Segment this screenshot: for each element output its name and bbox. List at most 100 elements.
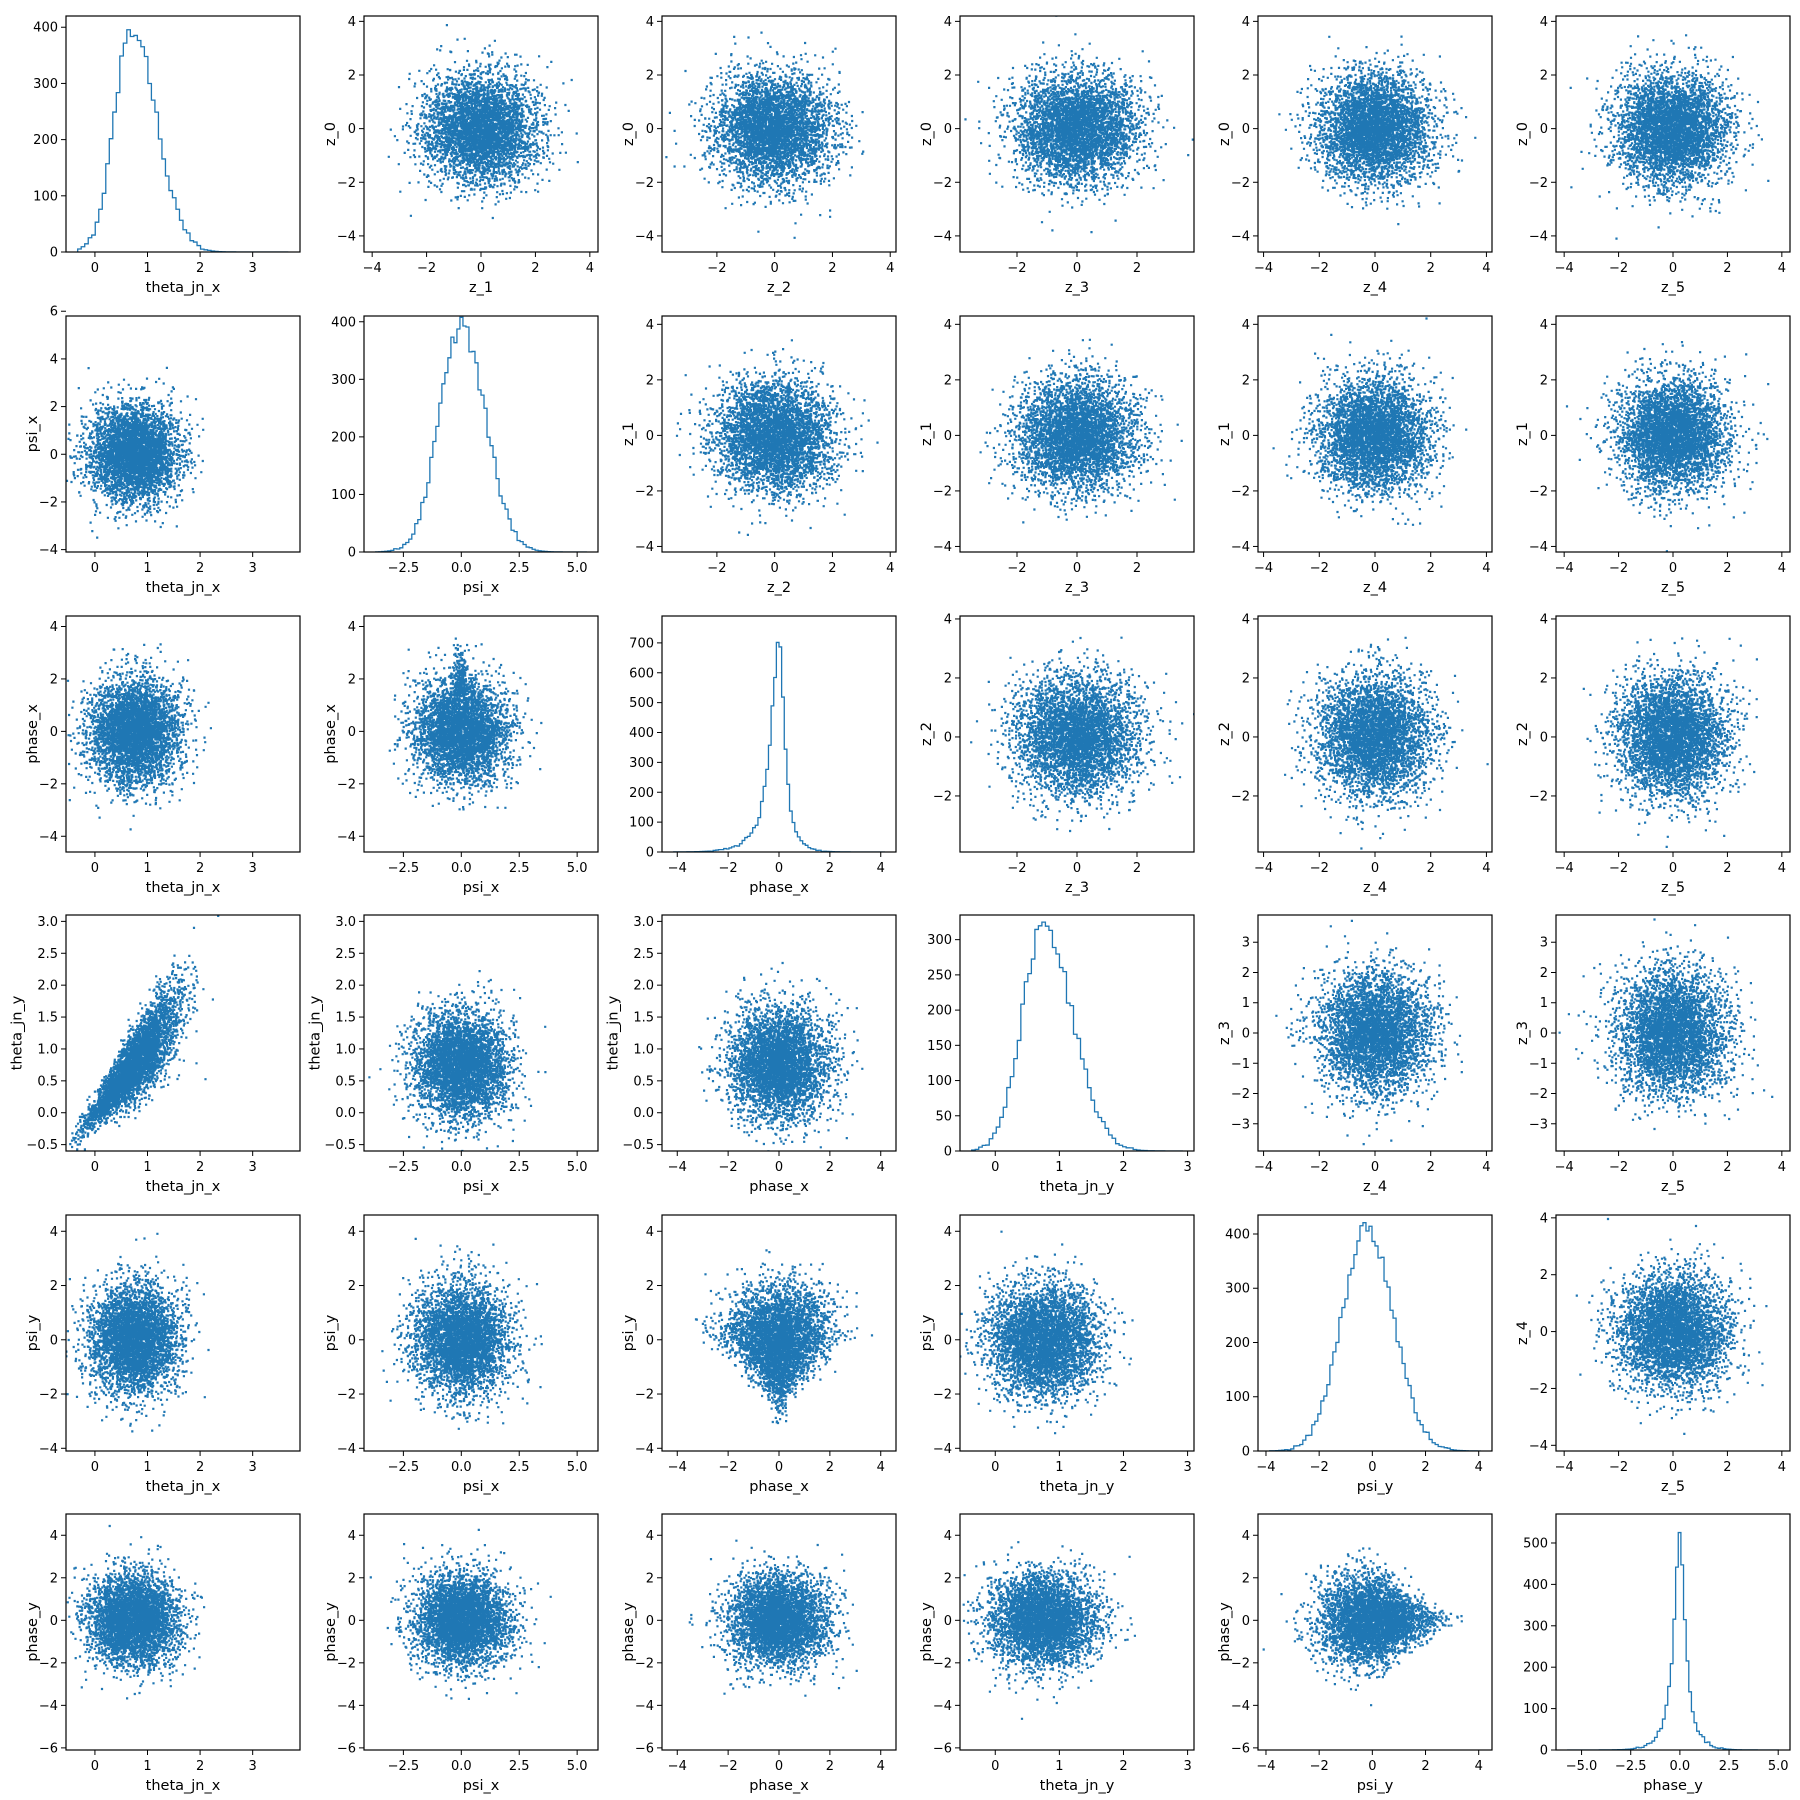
plot-area: [972, 922, 1183, 1151]
x-tick-label: 0: [1368, 1759, 1376, 1774]
y-tick-label: 300: [1225, 1282, 1250, 1297]
x-tick-label: 5.0: [567, 1759, 588, 1774]
x-axis-label: theta_jn_x: [146, 1179, 221, 1195]
plot-area: [698, 962, 863, 1185]
y-tick-label: 4: [646, 318, 654, 333]
x-tick-label: 2: [826, 1460, 834, 1475]
x-tick-label: −4: [668, 1160, 687, 1175]
y-tick-label: 2: [944, 69, 952, 84]
histogram-step-line: [972, 922, 1183, 1151]
x-tick-label: 5.0: [567, 561, 588, 576]
x-tick-label: −2: [1007, 561, 1026, 576]
y-tick-label: 2: [1242, 373, 1250, 388]
y-tick-label: 0: [50, 725, 58, 740]
x-tick-label: −4: [1555, 861, 1574, 876]
y-tick-label: 2: [348, 1279, 356, 1294]
y-tick-label: 2.5: [633, 947, 654, 962]
y-tick-label: 150: [927, 1039, 952, 1054]
x-axis-label: theta_jn_x: [146, 580, 221, 596]
plot-area: [970, 637, 1195, 833]
x-tick-label: −4: [668, 1759, 687, 1774]
y-tick-label: −2: [933, 1656, 952, 1671]
y-tick-label: 1.0: [37, 1042, 58, 1057]
x-tick-label: 3: [249, 561, 257, 576]
y-axis-label: z_3: [1217, 1021, 1233, 1045]
x-tick-label: −2: [1310, 861, 1329, 876]
x-tick-label: −2: [719, 1460, 738, 1475]
x-axis-label: z_4: [1363, 1179, 1387, 1195]
x-tick-label: −4: [668, 1460, 687, 1475]
scatter-points: [370, 1529, 552, 1700]
x-tick-label: 1: [143, 1460, 151, 1475]
x-tick-label: −2: [1310, 1460, 1329, 1475]
y-tick-label: 0.5: [633, 1074, 654, 1089]
y-tick-label: 0: [646, 846, 654, 861]
y-tick-label: 200: [1225, 1336, 1250, 1351]
axes-frame: [1258, 1215, 1492, 1451]
y-tick-label: 0: [1540, 1027, 1548, 1042]
x-tick-label: 2: [826, 861, 834, 876]
y-tick-label: −2: [39, 495, 58, 510]
x-tick-label: 2: [1723, 1160, 1731, 1175]
x-tick-label: −2.5: [388, 1460, 420, 1475]
x-axis-label: z_3: [1065, 280, 1089, 296]
y-axis-label: z_2: [1515, 722, 1531, 746]
x-tick-label: 0: [775, 1460, 783, 1475]
scatter-points: [66, 367, 204, 539]
scatter-points: [951, 1541, 1136, 1720]
scatter-points: [1273, 317, 1468, 526]
y-tick-label: −2: [933, 789, 952, 804]
y-tick-label: −4: [337, 1442, 356, 1457]
y-tick-label: −2: [1231, 484, 1250, 499]
x-tick-label: −4: [1555, 1160, 1574, 1175]
y-tick-label: 2: [50, 672, 58, 687]
y-tick-label: 2: [50, 1571, 58, 1586]
plot-area: [57, 1525, 205, 1700]
x-tick-label: 0: [1669, 561, 1677, 576]
y-tick-label: 100: [629, 816, 654, 831]
x-tick-label: −4: [668, 861, 687, 876]
x-tick-label: −5.0: [1566, 1759, 1598, 1774]
x-axis-label: theta_jn_x: [146, 880, 221, 896]
y-tick-label: 0.5: [37, 1074, 58, 1089]
y-tick-label: 400: [1523, 1578, 1548, 1593]
y-tick-label: 2: [1540, 69, 1548, 84]
x-tick-label: 0: [91, 1759, 99, 1774]
y-axis-label: z_0: [1217, 122, 1233, 146]
subplot-scatter-r3-c1: −2.5 0.0 2.5 5.0−0.50.00.51.01.52.02.53.0ps…: [308, 915, 598, 1195]
y-tick-label: 4: [646, 15, 654, 30]
scatter-points: [970, 637, 1195, 833]
y-tick-label: 400: [1225, 1227, 1250, 1242]
scatter-points: [1263, 1547, 1463, 1706]
y-tick-label: −2: [1231, 1656, 1250, 1671]
x-tick-label: 0: [771, 561, 779, 576]
x-tick-label: 4: [877, 1160, 885, 1175]
y-tick-label: 0: [1242, 1614, 1250, 1629]
x-tick-label: 4: [586, 261, 594, 276]
histogram-step-line: [1568, 1533, 1779, 1750]
x-axis-label: psi_x: [463, 1778, 500, 1794]
plot-area: [1559, 918, 1774, 1130]
x-tick-label: 1: [143, 1160, 151, 1175]
y-tick-label: 0: [646, 429, 654, 444]
y-tick-label: 3.0: [633, 915, 654, 930]
y-axis-label: psi_y: [621, 1314, 637, 1351]
x-tick-label: 0: [1073, 261, 1081, 276]
y-tick-label: −2: [1529, 789, 1548, 804]
y-tick-label: 0: [944, 1614, 952, 1629]
axes-frame: [960, 915, 1194, 1151]
y-tick-label: 100: [33, 189, 58, 204]
y-tick-label: −1: [1231, 1057, 1250, 1072]
y-tick-label: 4: [50, 352, 58, 367]
x-tick-label: 2: [1427, 1160, 1435, 1175]
scatter-points: [676, 339, 879, 536]
x-tick-label: 2.5: [509, 1759, 530, 1774]
y-tick-label: 1.0: [335, 1042, 356, 1057]
y-tick-label: 2: [1540, 1268, 1548, 1283]
